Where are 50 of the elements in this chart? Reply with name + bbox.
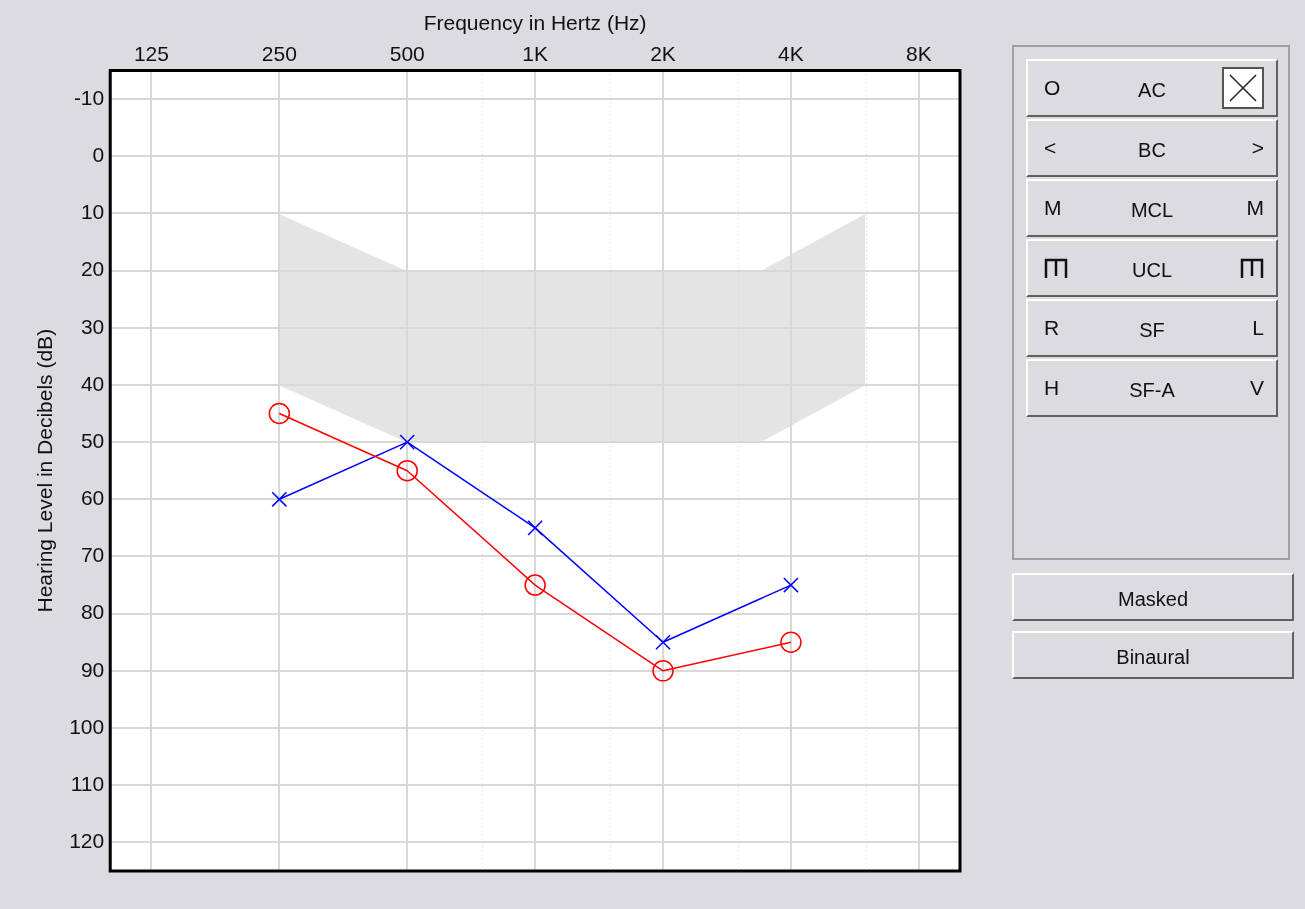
y-tick-label: -10 <box>73 85 105 109</box>
x-tick-label: 500 <box>389 41 425 65</box>
text: > <box>1251 136 1264 160</box>
text: BC <box>1138 138 1166 162</box>
text: H <box>1044 376 1060 400</box>
text: L <box>1252 316 1264 340</box>
y-tick-label: 90 <box>80 657 105 681</box>
text: UCL <box>1131 258 1173 282</box>
point <box>527 520 543 536</box>
text: O <box>1044 76 1061 100</box>
point <box>780 631 802 654</box>
point <box>783 577 799 593</box>
text: Masked <box>1117 587 1189 611</box>
point <box>655 634 671 651</box>
point <box>268 402 291 425</box>
y-tick-label: 60 <box>80 486 105 510</box>
y-tick-label: 70 <box>80 543 105 567</box>
y-tick-label: 80 <box>80 600 105 624</box>
y-tick-label: 100 <box>69 714 105 738</box>
point <box>396 459 418 482</box>
text: Binaural <box>1116 645 1190 669</box>
y-axis-title: Hearing Level in Decibels (dB) <box>33 328 57 613</box>
point <box>524 574 546 596</box>
x-tick-label: 8K <box>905 41 932 65</box>
y-tick-label: 40 <box>80 371 105 395</box>
text: MCL <box>1130 198 1174 222</box>
text: V <box>1249 376 1264 400</box>
y-tick-label: 10 <box>80 200 105 224</box>
x-tick-label: 4K <box>778 41 804 65</box>
x-axis-title: Frequency in Hertz (Hz) <box>423 11 647 35</box>
y-tick-label: 120 <box>69 829 105 853</box>
x-tick-label: 1K <box>522 41 548 65</box>
text: < <box>1044 136 1057 160</box>
y-tick-label: 20 <box>80 257 105 281</box>
point <box>399 434 416 450</box>
text: M <box>1044 196 1062 220</box>
y-tick-label: 110 <box>70 772 105 796</box>
point <box>271 491 288 508</box>
text: SF <box>1139 318 1165 342</box>
x-tick-label: 2K <box>650 41 676 65</box>
y-tick-label: 0 <box>92 142 105 166</box>
text: R <box>1044 316 1060 340</box>
text: AC <box>1138 78 1166 102</box>
y-tick-label: 30 <box>80 314 105 338</box>
text: SF-A <box>1129 378 1175 402</box>
x-tick-label: 125 <box>133 41 169 65</box>
text: M <box>1246 196 1264 220</box>
x-tick-label: 250 <box>261 41 297 65</box>
y-tick-label: 50 <box>80 428 105 452</box>
point <box>652 660 674 682</box>
